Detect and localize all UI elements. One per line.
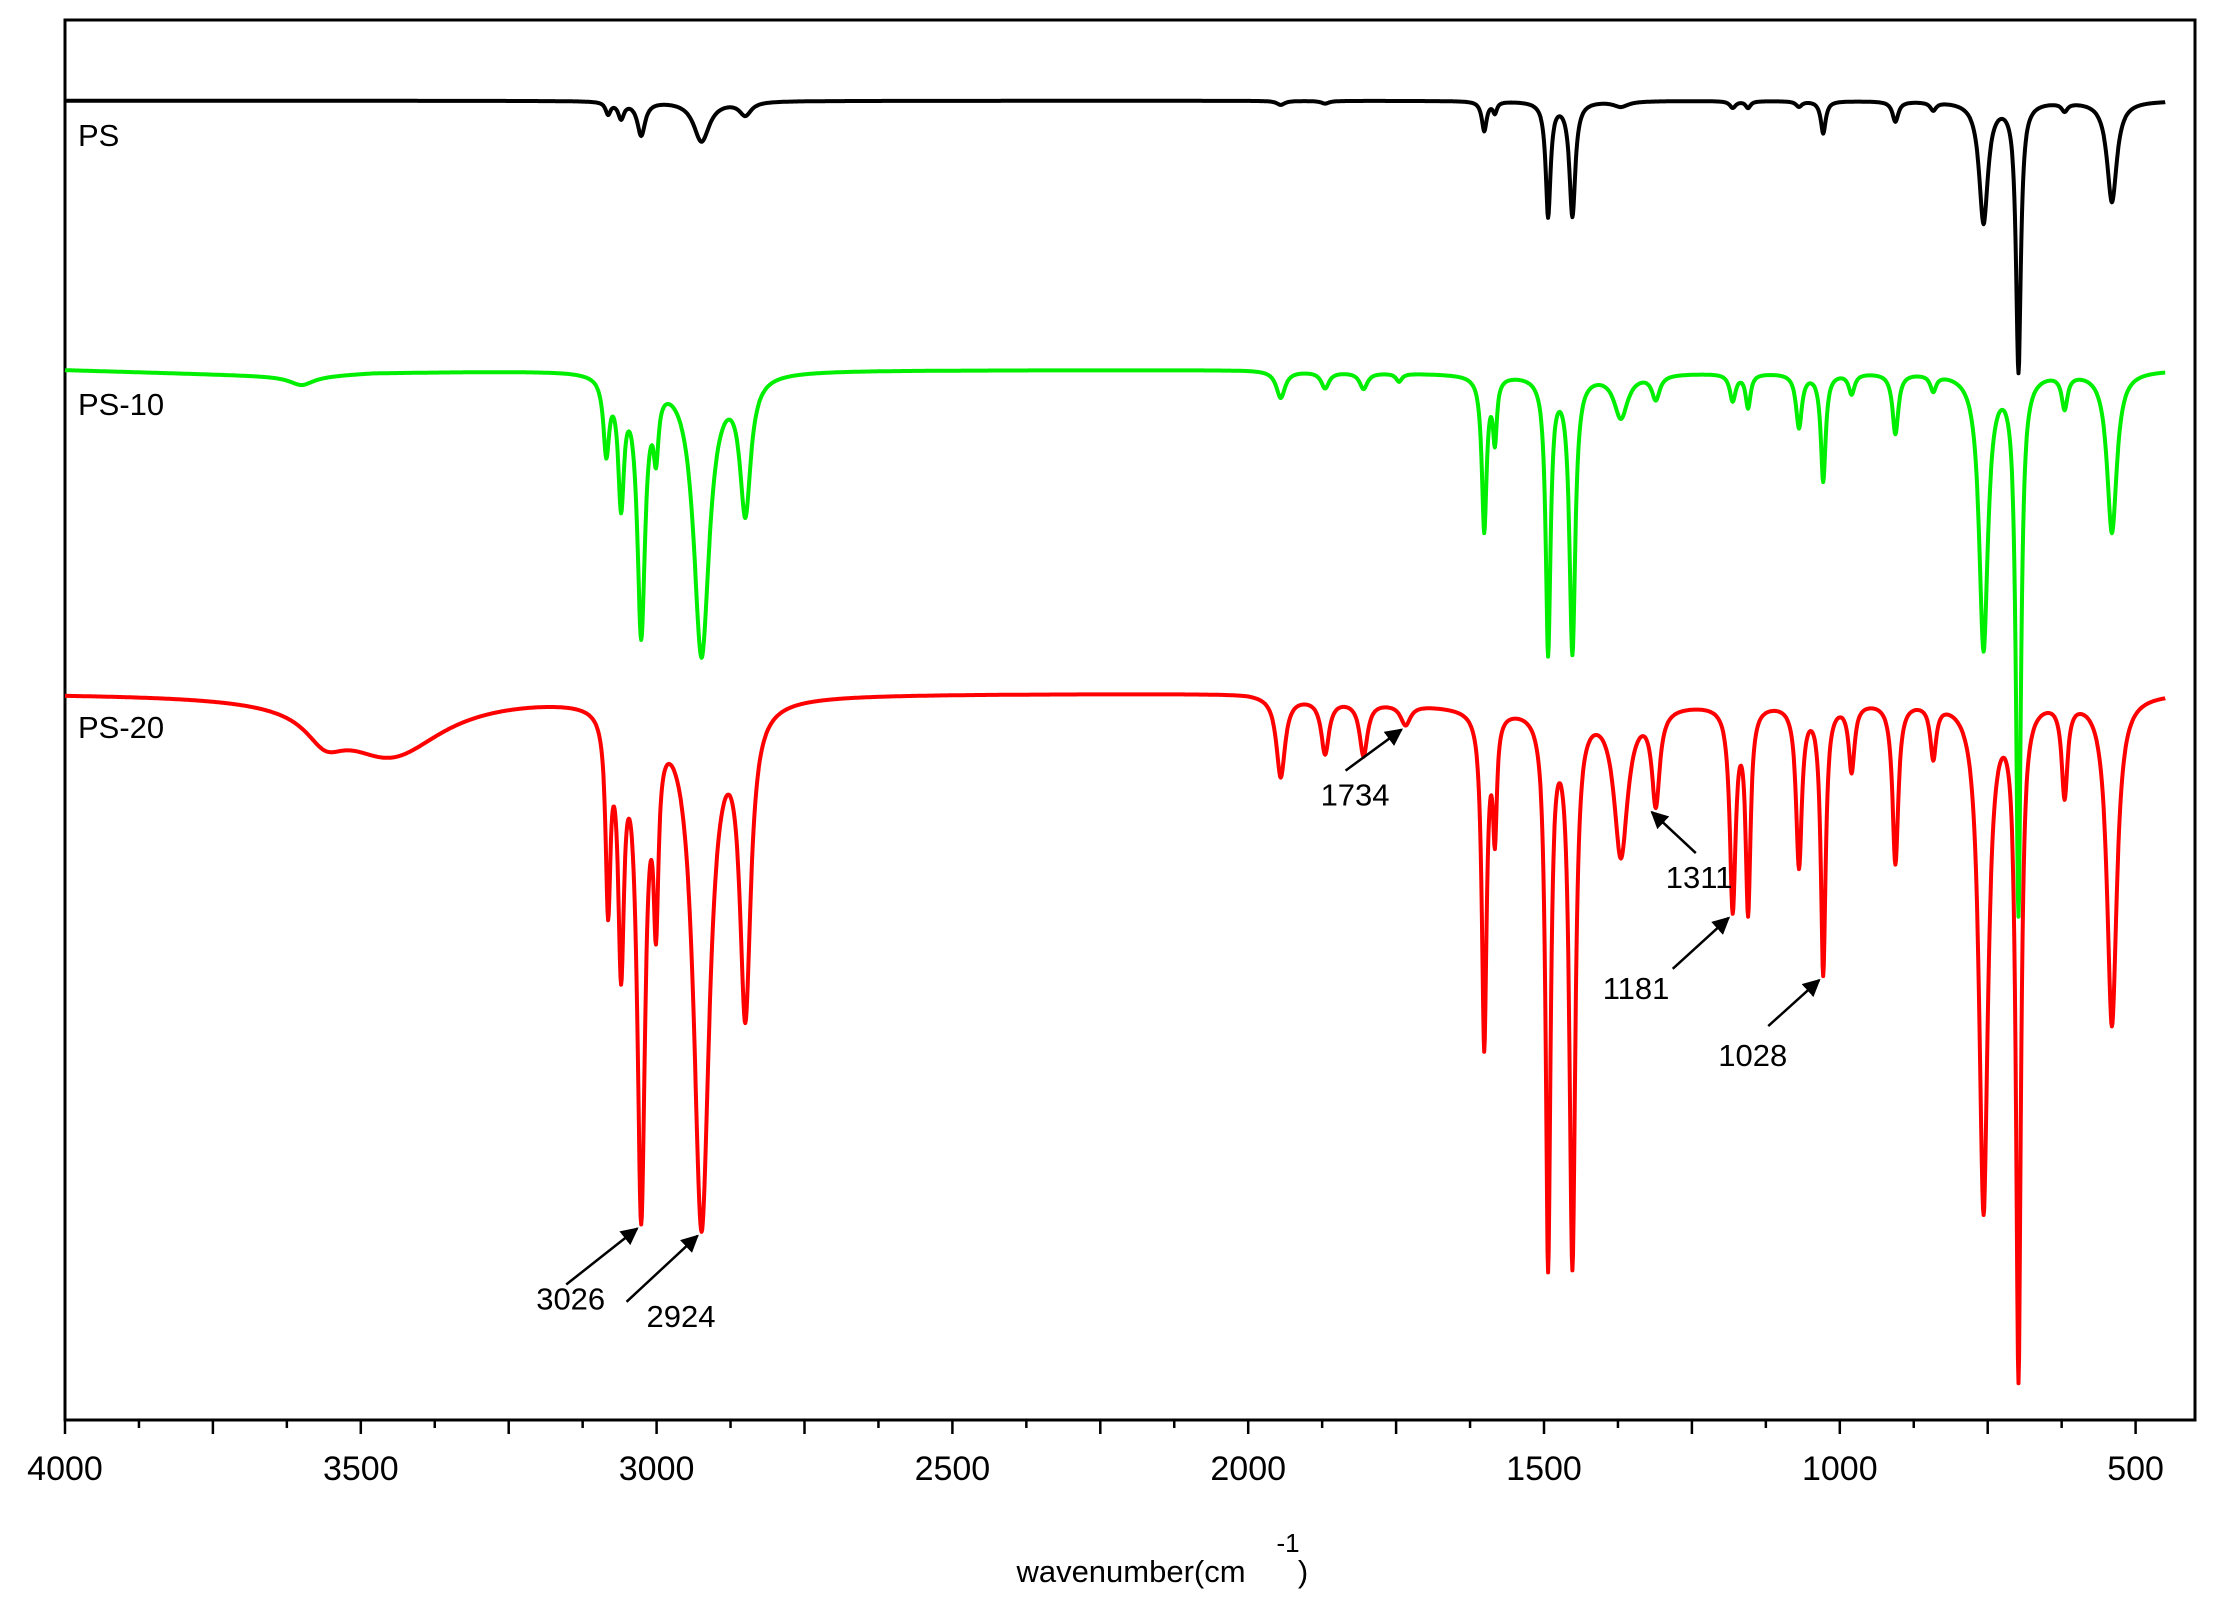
x-tick-label-3000: 3000 — [619, 1450, 695, 1488]
series-label-ps: PS — [78, 118, 119, 153]
series-line-ps-10 — [63, 368, 2167, 919]
plot-frame — [63, 18, 2197, 1422]
x-axis: 4000 3500 3000 2500 2000 1500 1000 500 — [27, 1420, 2164, 1488]
annotation-arrow-1028 — [1767, 978, 1821, 1027]
annotation-label-1181: 1181 — [1603, 971, 1670, 1006]
annotation-label-1028: 1028 — [1718, 1038, 1787, 1073]
x-axis-title: wavenumber(cm — [1015, 1554, 1245, 1589]
annotation-arrow-1311 — [1650, 810, 1697, 854]
annotation-label-1311: 1311 — [1666, 860, 1733, 895]
annotation-label-1734: 1734 — [1321, 778, 1390, 813]
x-tick-label-3500: 3500 — [323, 1450, 399, 1488]
series-line-ps-20 — [63, 692, 2167, 1386]
series-label-ps-20: PS-20 — [78, 710, 164, 745]
annotation-label-3026: 3026 — [536, 1282, 605, 1317]
annotation-arrow-3026 — [565, 1227, 639, 1286]
series-layer: PS PS-10 PS-20 — [63, 98, 2167, 1386]
x-axis-title-suffix: ) — [1298, 1554, 1308, 1589]
annotation-arrow-1734 — [1344, 728, 1403, 772]
annotation-label-2924: 2924 — [647, 1299, 716, 1334]
annotation-arrow-1181 — [1671, 916, 1731, 970]
series-label-ps-10: PS-10 — [78, 387, 164, 422]
annotation-arrow-2924 — [625, 1234, 699, 1303]
x-tick-label-500: 500 — [2107, 1450, 2164, 1488]
x-tick-label-1500: 1500 — [1506, 1450, 1582, 1488]
x-tick-label-1000: 1000 — [1802, 1450, 1878, 1488]
annotation-layer: 3026 2924 1734 1311 1181 1028 — [536, 728, 1821, 1334]
x-axis-title-superscript: -1 — [1276, 1528, 1299, 1558]
series-line-ps — [63, 98, 2167, 376]
x-tick-label-2000: 2000 — [1210, 1450, 1286, 1488]
x-tick-label-4000: 4000 — [27, 1450, 103, 1488]
x-tick-label-2500: 2500 — [915, 1450, 991, 1488]
